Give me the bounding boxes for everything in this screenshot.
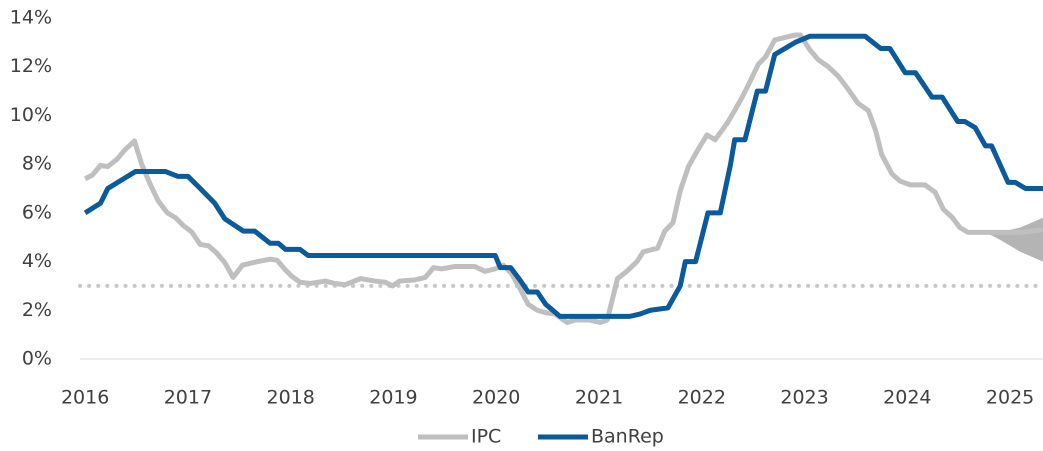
x-tick-label: 2022 — [678, 387, 726, 409]
y-tick-label: 14% — [10, 7, 52, 29]
x-tick-label: 2018 — [267, 387, 315, 409]
y-tick-label: 0% — [22, 348, 52, 370]
y-tick-label: 8% — [22, 153, 52, 175]
y-tick-label: 6% — [22, 201, 52, 223]
legend-label: BanRep — [591, 426, 664, 448]
x-tick-label: 2020 — [472, 387, 520, 409]
x-tick-label: 2021 — [575, 387, 623, 409]
x-tick-label: 2023 — [780, 387, 828, 409]
series-line — [84, 32, 1043, 325]
y-tick-label: 4% — [22, 250, 52, 272]
x-tick-label: 2019 — [369, 387, 417, 409]
x-tick-label: 2025 — [986, 387, 1034, 409]
y-tick-label: 10% — [10, 104, 52, 126]
legend-label: IPC — [471, 426, 501, 448]
x-tick-label: 2017 — [164, 387, 212, 409]
forecast-band — [985, 217, 1043, 262]
series-line — [83, 33, 1043, 319]
x-tick-label: 2024 — [883, 387, 931, 409]
y-tick-label: 12% — [10, 55, 52, 77]
x-tick-label: 2016 — [61, 387, 109, 409]
y-tick-label: 2% — [22, 299, 52, 321]
